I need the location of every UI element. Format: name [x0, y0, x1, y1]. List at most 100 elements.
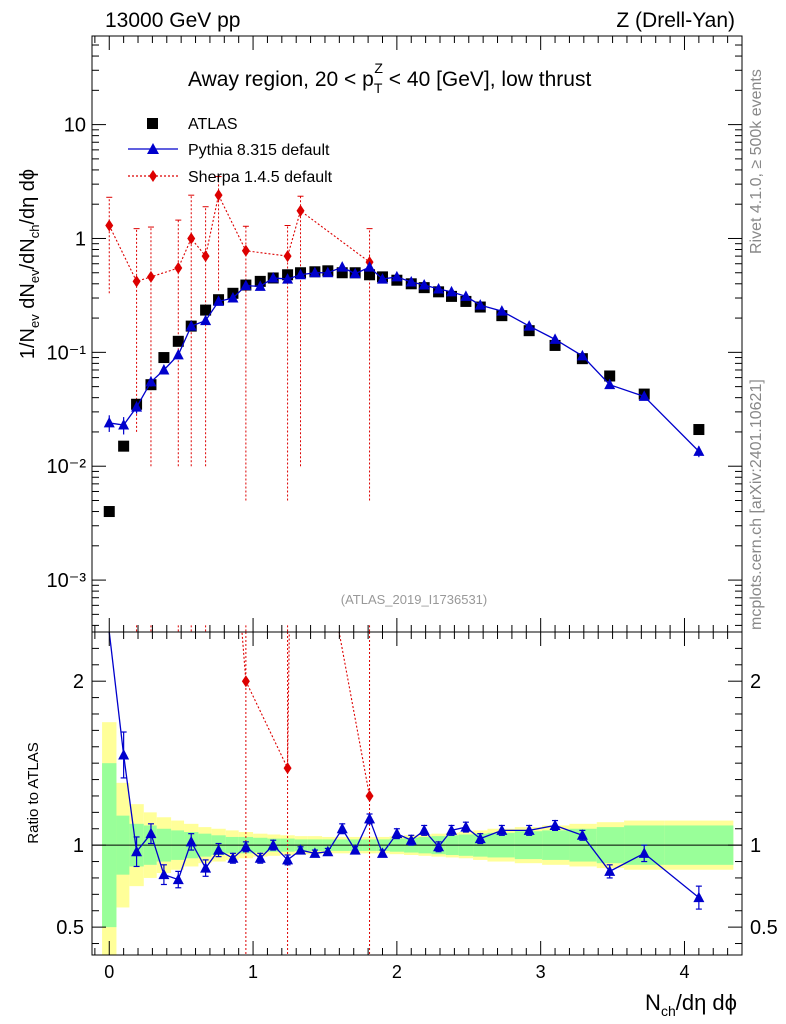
plot-title: Away region, 20 < pTZ < 40 [GeV], low th…: [188, 60, 591, 96]
pythia-ratio-point: [549, 819, 561, 830]
sherpa-point: [132, 275, 141, 288]
ratio-y-tick-label: 1: [73, 835, 84, 857]
ratio-y-tick-label: 2: [73, 671, 84, 693]
pythia-ratio-point: [523, 824, 535, 835]
pythia-ratio-point: [240, 840, 252, 852]
header-right: Z (Drell-Yan): [616, 9, 735, 32]
ratio-y-tick-label: 0.5: [56, 917, 84, 939]
y-axis-label: 1/Nev dNev/dNch/dη dϕ: [17, 169, 42, 359]
pythia-ratio-point: [118, 748, 130, 760]
atlas-point: [446, 290, 458, 302]
pythia-point: [391, 270, 403, 282]
atlas-point: [172, 335, 184, 347]
pythia-point: [336, 261, 348, 272]
pythia-ratio-point: [349, 844, 361, 855]
atlas-point: [604, 370, 616, 382]
pythia-ratio-point: [309, 847, 321, 858]
main-panel: 10⁻³ 10⁻² 10⁻¹ 1 10 Away region, 20 < pTZ < …: [47, 35, 743, 633]
y-tick-label: 10: [64, 115, 86, 137]
pythia-point: [364, 261, 376, 272]
sherpa-ratio-line: [241, 632, 247, 682]
pythia-point: [185, 320, 197, 331]
pythia-ratio-point: [267, 839, 279, 850]
pythia-point: [158, 363, 170, 375]
pythia-point: [172, 348, 184, 360]
header-left: 13000 GeV pp: [105, 9, 240, 32]
ratio-panel: 0 1 2 3 4 0.5 0.5 1 1 2 2: [56, 631, 778, 982]
atlas-point: [364, 269, 376, 281]
watermark: (ATLAS_2019_I1736531): [341, 592, 487, 607]
pythia-ratio-point: [200, 862, 212, 873]
pythia-ratio-point: [391, 827, 403, 839]
pythia-ratio-point: [295, 844, 307, 855]
atlas-point: [103, 506, 115, 518]
pythia-ratio-point: [418, 824, 430, 835]
pythia-point: [693, 445, 705, 456]
x-tick-label: 2: [392, 962, 402, 982]
atlas-point: [118, 440, 130, 452]
legend-atlas-marker: [147, 118, 158, 129]
pythia-point: [638, 390, 650, 401]
legend-pythia-label: Pythia 8.315 default: [188, 142, 330, 159]
ratio-y-tick-label-right: 2: [750, 671, 761, 693]
pythia-ratio-point: [446, 824, 458, 835]
sherpa-ratio-point: [365, 789, 374, 802]
pythia-point: [604, 378, 616, 390]
atlas-point: [523, 325, 535, 337]
pythia-point: [405, 275, 417, 287]
pythia-point: [496, 305, 508, 316]
pythia-point: [376, 273, 388, 284]
pythia-point: [213, 295, 225, 306]
pythia-ratio-point: [433, 840, 445, 852]
legend-pythia-marker: [147, 143, 159, 154]
x-tick-label: 3: [536, 962, 546, 982]
atlas-point: [460, 295, 472, 307]
pythia-point: [118, 419, 130, 430]
pythia-ratio-point: [227, 852, 239, 863]
x-tick-label: 0: [104, 962, 114, 982]
pythia-point: [446, 285, 458, 297]
pythia-ratio-point: [364, 812, 376, 824]
pythia-point: [309, 266, 321, 278]
legend-atlas-label: ATLAS: [188, 116, 238, 133]
pythia-point: [460, 290, 472, 301]
x-tick-label: 4: [679, 962, 689, 982]
pythia-ratio-point: [172, 873, 184, 885]
pythia-ratio-point: [131, 845, 143, 857]
sherpa-point: [214, 189, 223, 202]
atlas-point: [200, 304, 212, 316]
y-tick-label: 10⁻²: [47, 456, 87, 478]
pythia-ratio-point: [693, 891, 705, 903]
pythia-ratio-point: [405, 834, 417, 845]
legend-sherpa-marker: [149, 170, 157, 182]
sherpa-point: [187, 232, 196, 245]
atlas-point: [158, 352, 170, 364]
y-tick-label: 10⁻¹: [47, 342, 87, 364]
pythia-point: [240, 279, 252, 291]
ratio-y-tick-label-right: 1: [750, 835, 761, 857]
x-tick-label: 1: [248, 962, 258, 982]
pythia-ratio-point: [145, 827, 157, 839]
sherpa-ratio-line: [338, 632, 371, 797]
pythia-ratio-point: [282, 853, 294, 865]
sherpa-point: [283, 250, 292, 263]
sherpa-ratio-point: [241, 675, 250, 688]
atlas-point: [693, 424, 705, 436]
y-tick-label: 1: [75, 228, 86, 250]
pythia-point: [103, 416, 115, 428]
atlas-point: [336, 267, 348, 279]
side-label-top: Rivet 4.1.0, ≥ 500k events: [748, 69, 765, 254]
sherpa-point: [146, 270, 155, 283]
pythia-ratio-point: [185, 835, 197, 847]
sherpa-point: [105, 219, 114, 232]
pythia-point: [549, 333, 561, 344]
pythia-point: [349, 267, 361, 279]
sherpa-point: [241, 244, 250, 257]
ratio-y-tick-label-right: 0.5: [750, 917, 778, 939]
pythia-point: [433, 282, 445, 294]
pythia-ratio-point: [158, 868, 170, 880]
pythia-point: [576, 349, 588, 361]
sherpa-point: [201, 250, 210, 263]
pythia-ratio-point: [474, 832, 486, 844]
legend: ATLAS Pythia 8.315 default Sherpa 1.4.5 …: [128, 116, 333, 186]
